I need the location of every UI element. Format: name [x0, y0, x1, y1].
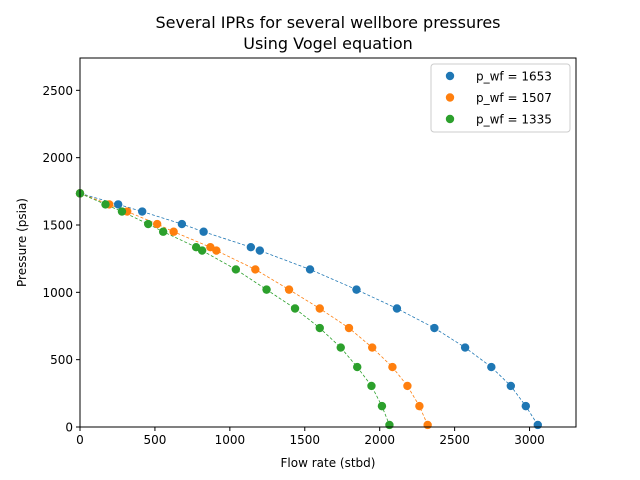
series-2-point [284, 285, 294, 294]
series-2-point [403, 381, 412, 391]
series-2-point [368, 343, 377, 352]
series-2-point [388, 362, 397, 372]
x-tick-label: 1000 [215, 433, 246, 447]
series-3-point [377, 401, 387, 411]
series-3-point [336, 343, 345, 352]
series-1-point [352, 285, 361, 294]
x-axis-label: Flow rate (stbd) [281, 456, 376, 470]
y-tick-label: 1500 [42, 218, 73, 232]
series-3-point [262, 285, 271, 294]
series-3-point [231, 265, 241, 274]
legend-label-3: p_wf = 1335 [476, 113, 552, 127]
legend: p_wf = 1653 p_wf = 1507 p_wf = 1335 [430, 63, 571, 133]
series-1-point [114, 200, 123, 209]
axis-ticks: 0 500 1000 1500 2000 2500 3000 0 500 1000 1500 2000… [42, 84, 544, 447]
series-3-point [353, 362, 362, 372]
series-2-point [415, 401, 424, 411]
y-axis-label: Pressure (psia) [15, 198, 29, 287]
series-1-point [506, 381, 516, 391]
y-tick-label: 2000 [42, 151, 73, 165]
legend-marker-1 [445, 71, 455, 81]
legend-marker-2 [445, 93, 455, 102]
series-1-point [305, 265, 315, 274]
series-3-point [367, 381, 376, 391]
series-3-point [315, 323, 324, 333]
series-line-3 [79, 192, 390, 426]
chart-subtitle: Using Vogel equation [243, 34, 413, 53]
series-2-point [344, 323, 354, 333]
series-3-point [143, 219, 153, 229]
series-1-point [177, 219, 187, 229]
x-tick-label: 3000 [514, 433, 545, 447]
x-tick-label: 1500 [289, 433, 320, 447]
series-1-point [487, 362, 496, 372]
y-tick-label: 2500 [42, 84, 73, 98]
x-tick-label: 2500 [439, 433, 470, 447]
series-1-point [392, 304, 402, 313]
series-1-point [137, 207, 147, 216]
y-tick-label: 500 [50, 353, 73, 367]
legend-marker-3 [445, 114, 455, 124]
series-1-point [430, 323, 439, 333]
series-line-2 [79, 192, 429, 426]
series-1-point [533, 420, 542, 430]
series-1-point [521, 401, 531, 411]
x-tick-label: 0 [76, 433, 84, 447]
series-1-point [255, 246, 265, 255]
series-1-point [460, 343, 470, 352]
series-2-point [169, 227, 178, 236]
legend-box [430, 63, 571, 133]
legend-label-1: p_wf = 1653 [476, 70, 552, 84]
x-tick-label: 2000 [364, 433, 395, 447]
series-1-point [199, 227, 208, 236]
chart-title: Several IPRs for several wellbore pressu… [156, 13, 501, 32]
y-tick-label: 1000 [42, 286, 73, 300]
series-2-point [152, 219, 162, 229]
y-tick-label: 0 [65, 421, 73, 435]
series-3-point [158, 227, 168, 236]
series-layer [75, 189, 542, 430]
series-1-point [246, 243, 256, 252]
x-tick-label: 500 [143, 433, 166, 447]
series-2-point [212, 246, 221, 255]
series-3-point [197, 246, 207, 255]
series-2-point [423, 420, 432, 430]
series-3-point [101, 200, 110, 209]
plot-frame [79, 57, 577, 428]
legend-label-2: p_wf = 1507 [476, 91, 552, 105]
series-3-point [117, 207, 127, 216]
series-3-point [385, 420, 394, 430]
series-2-point [315, 304, 324, 313]
series-2-point [251, 265, 260, 274]
series-3-point [290, 304, 300, 313]
series-line-1 [79, 192, 539, 426]
